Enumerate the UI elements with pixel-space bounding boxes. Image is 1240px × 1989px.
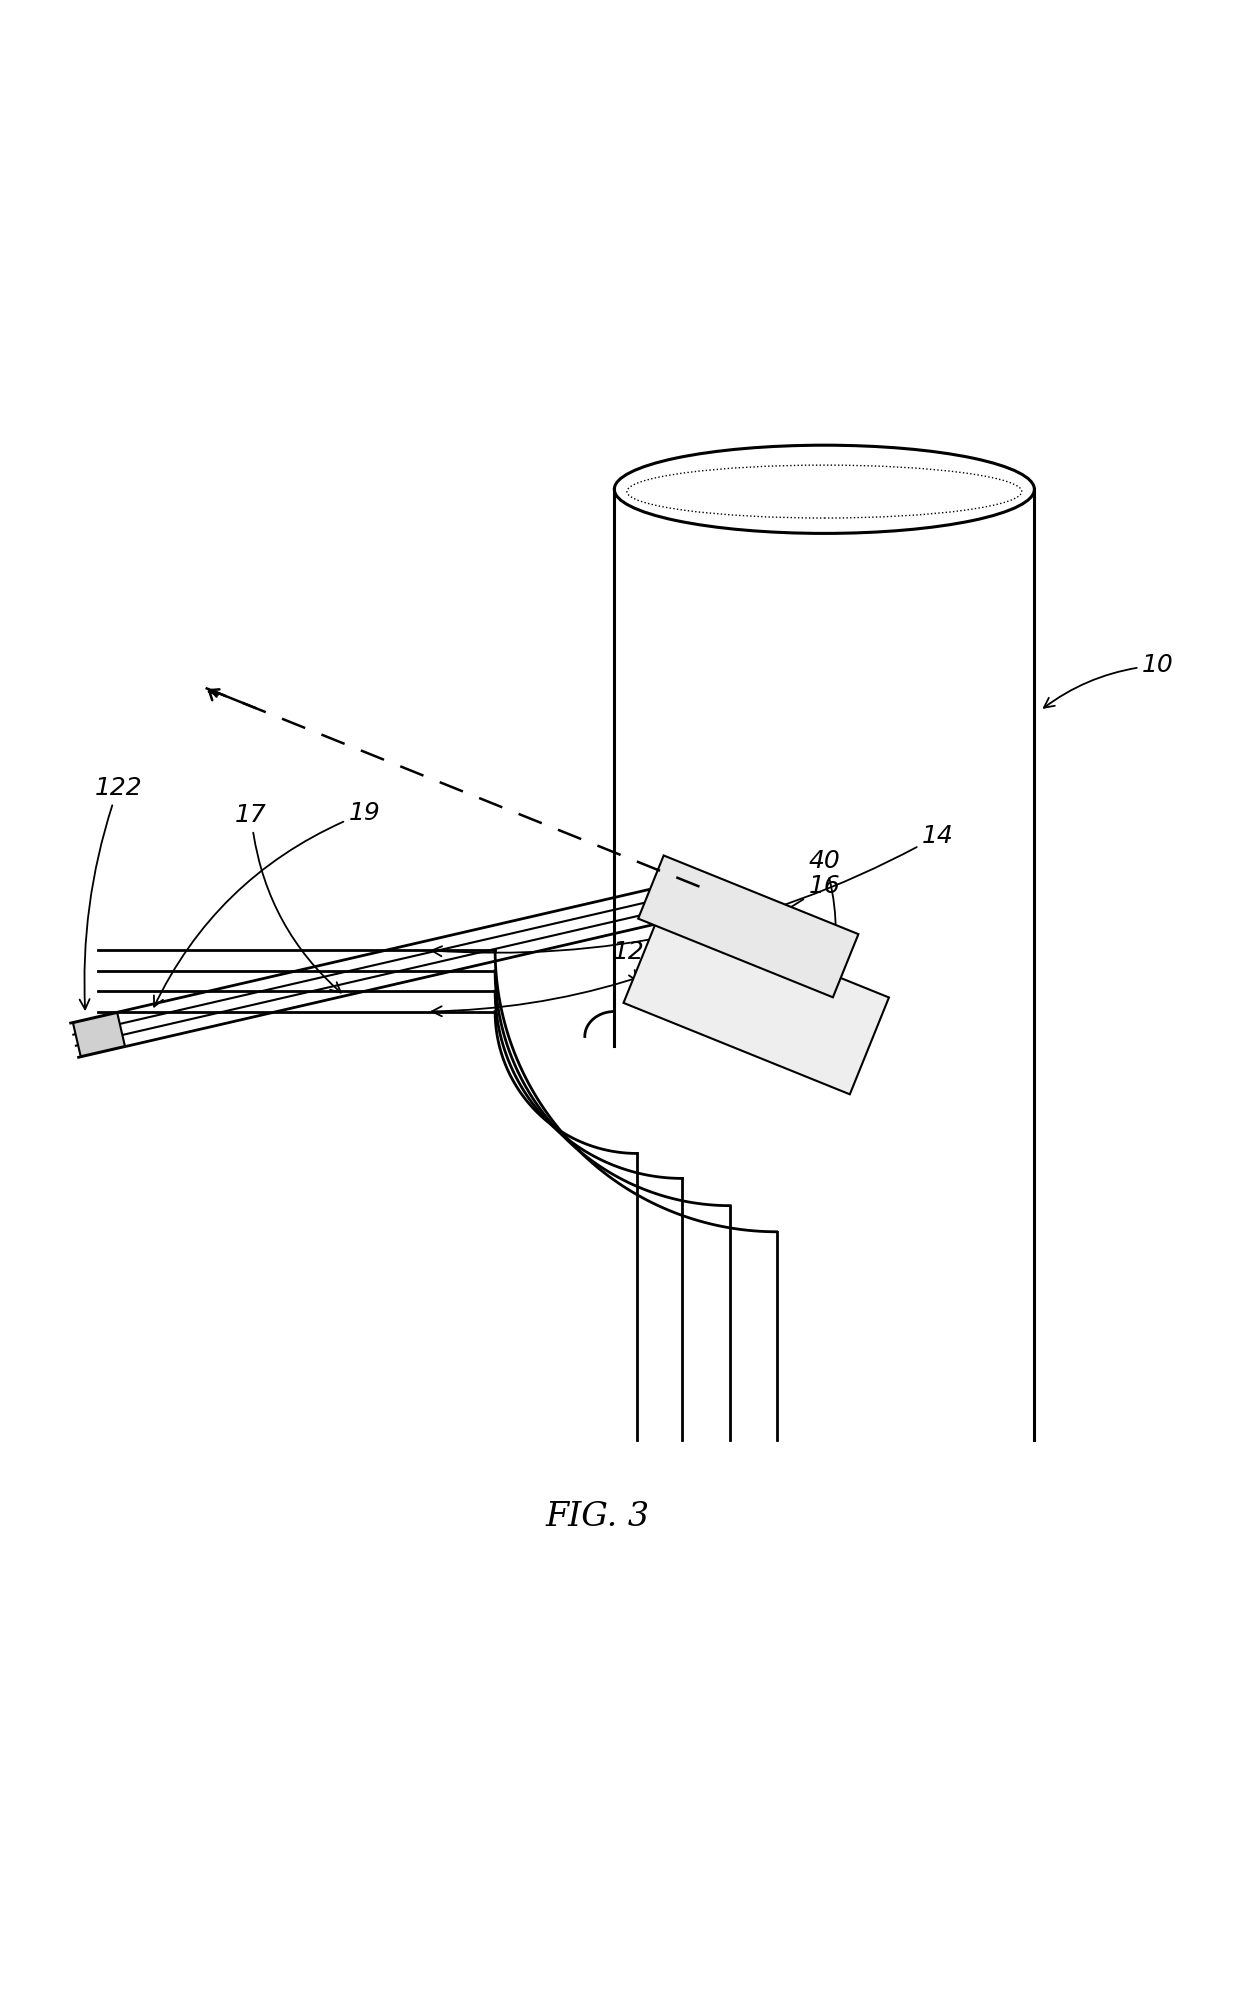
Text: FIG. 3: FIG. 3 [546,1502,650,1534]
Text: 122: 122 [79,776,143,1008]
Text: 10: 10 [1044,652,1174,708]
Text: 19: 19 [154,802,381,1006]
Text: 17: 17 [236,804,341,993]
Text: 16: 16 [432,873,841,1016]
Polygon shape [624,907,889,1094]
Text: 14: 14 [432,823,954,957]
Text: 120: 120 [614,941,661,983]
Text: 40: 40 [808,849,841,987]
Polygon shape [73,1012,125,1056]
Polygon shape [639,855,858,996]
